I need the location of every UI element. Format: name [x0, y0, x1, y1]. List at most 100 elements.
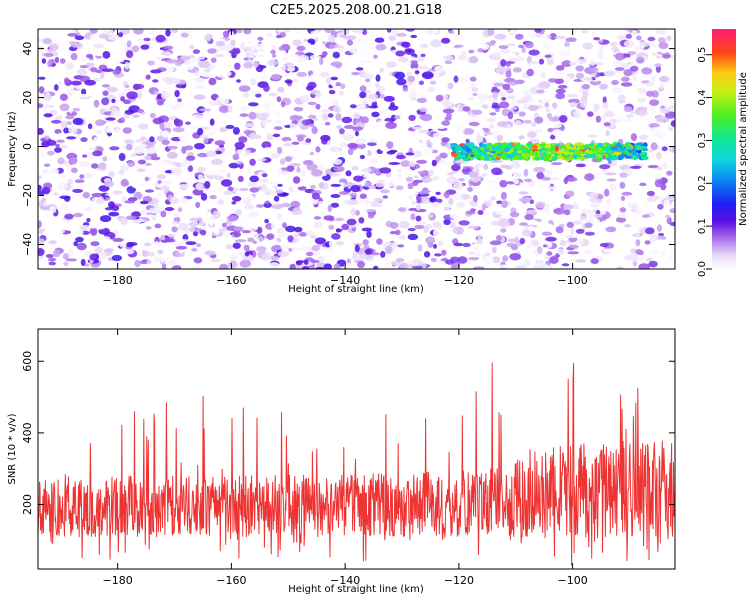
chart-title: C2E5.2025.208.00.21.G18	[270, 3, 442, 18]
heatmap-cell	[502, 255, 509, 262]
heatmap-band-cell	[551, 143, 556, 146]
heatmap-cell	[537, 246, 543, 254]
heatmap-cell	[395, 185, 404, 190]
heatmap-cell	[655, 55, 663, 59]
heatmap-cell	[422, 72, 433, 78]
heatmap-cell	[138, 123, 149, 130]
heatmap-cell	[160, 210, 167, 218]
heatmap-cell	[627, 202, 640, 209]
heatmap-cell	[238, 85, 251, 92]
heatmap-cell	[618, 225, 623, 233]
heatmap-cell	[462, 29, 469, 32]
heatmap-band-cell	[587, 150, 594, 155]
heatmap-cell	[41, 187, 51, 195]
heatmap-cell	[453, 45, 460, 49]
heatmap-band-cell	[555, 145, 560, 152]
heatmap-cell	[547, 264, 554, 269]
heatmap-cell	[92, 150, 103, 157]
heatmap-cell	[92, 77, 100, 82]
heatmap-cell	[57, 229, 63, 236]
heatmap-cell	[99, 215, 112, 223]
heatmap-cell	[38, 248, 45, 256]
heatmap-cell	[646, 132, 658, 139]
heatmap-cell	[372, 198, 385, 202]
heatmap-band-cell	[497, 153, 502, 157]
heatmap-cell	[359, 197, 365, 203]
heatmap-cell	[131, 183, 140, 189]
heatmap-cell	[541, 177, 552, 181]
heatmap-cell	[66, 111, 78, 117]
heatmap-cell	[341, 116, 353, 124]
heatmap-cell	[40, 116, 50, 123]
heatmap-cell	[305, 251, 314, 257]
heatmap-cell	[615, 216, 627, 223]
heatmap-cell	[120, 165, 129, 172]
heatmap-cell	[42, 93, 52, 102]
heatmap-cell	[643, 107, 648, 110]
heatmap-cell	[519, 222, 529, 226]
heatmap-cell	[569, 60, 581, 67]
heatmap-band-cell	[633, 155, 637, 161]
heatmap-cell	[84, 263, 90, 267]
heatmap-cell	[57, 81, 63, 86]
heatmap-cell	[438, 260, 446, 267]
heatmap-cell	[194, 143, 205, 150]
colorbar-tick-label: 0.3	[697, 132, 708, 148]
heatmap-cell	[284, 156, 292, 162]
heatmap-cell	[635, 56, 645, 64]
heatmap-cell	[512, 67, 523, 73]
heatmap-cell	[47, 150, 55, 156]
heatmap-cell	[364, 50, 371, 55]
heatmap-cell	[119, 243, 127, 248]
heatmap-cell	[196, 166, 206, 173]
heatmap-cell	[60, 120, 68, 129]
heatmap-cell	[318, 57, 324, 65]
heatmap-cell	[580, 100, 587, 109]
heatmap-cell	[417, 37, 426, 42]
heatmap-cell	[250, 44, 260, 48]
heatmap-cell	[596, 172, 603, 179]
heatmap-cell	[334, 82, 342, 87]
heatmap-cell	[518, 111, 526, 117]
heatmap-cell	[463, 166, 468, 170]
heatmap-cell	[161, 159, 172, 163]
heatmap-cell	[287, 235, 294, 243]
heatmap-cell	[316, 262, 326, 269]
heatmap-cell	[584, 222, 593, 229]
heatmap-cell	[289, 123, 297, 131]
heatmap-cell	[313, 221, 323, 229]
y-tick-label: 0	[21, 143, 34, 150]
heatmap-cell	[137, 225, 147, 234]
heatmap-cell	[639, 182, 647, 187]
heatmap-cell	[231, 201, 237, 205]
heatmap-cell	[330, 29, 336, 32]
heatmap-cell	[244, 204, 255, 210]
heatmap-cell	[630, 165, 642, 169]
heatmap-cell	[299, 94, 310, 103]
heatmap-cell	[329, 173, 341, 177]
y-tick-label: 40	[21, 42, 34, 56]
heatmap-cell	[80, 258, 86, 267]
heatmap-cell	[165, 103, 176, 108]
snr-trace	[38, 362, 675, 566]
heatmap-cell	[256, 204, 264, 208]
heatmap-cell	[522, 89, 534, 96]
heatmap-cell	[38, 231, 44, 235]
heatmap-cell	[157, 241, 167, 249]
heatmap-cell	[43, 163, 51, 167]
heatmap-cell	[402, 87, 409, 92]
heatmap-cell	[657, 203, 664, 210]
heatmap-cell	[462, 128, 475, 135]
colorbar-label: Normalized spectral amplitude	[738, 72, 749, 226]
heatmap-cell	[485, 252, 491, 256]
heatmap-cell	[623, 106, 633, 113]
heatmap-cell	[620, 195, 626, 201]
heatmap-cell	[453, 75, 459, 83]
heatmap-band-cell	[480, 144, 487, 147]
heatmap-cell	[467, 225, 479, 229]
heatmap-cell	[192, 188, 204, 196]
heatmap-cell	[150, 156, 161, 161]
heatmap-cell	[240, 42, 246, 50]
heatmap-cell	[471, 109, 483, 115]
heatmap-cell	[146, 212, 154, 216]
